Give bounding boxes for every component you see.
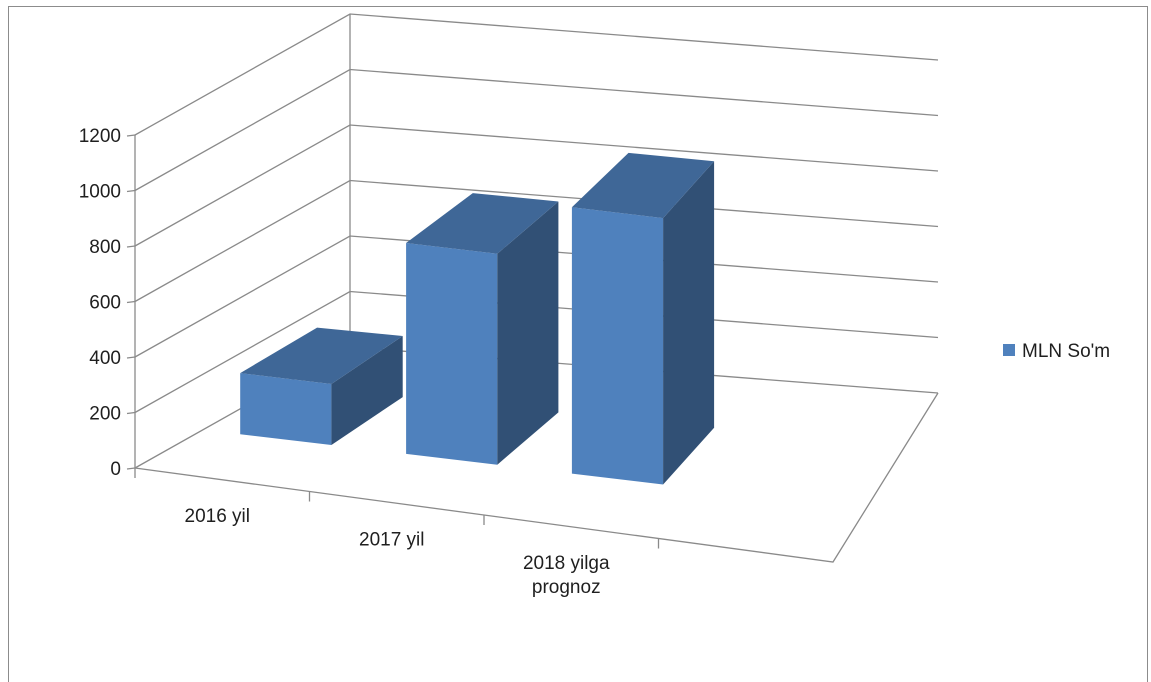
y-tick-label: 800 — [89, 237, 121, 258]
x-tick-label: 2018 yilga prognoz — [523, 553, 610, 598]
x-tick-label: 2017 yil — [359, 529, 425, 550]
y-tick-label: 600 — [89, 293, 121, 314]
bar-side-1 — [331, 336, 403, 445]
x-tick-label: 2016 yil — [185, 506, 251, 527]
bar-side-2 — [497, 201, 559, 465]
bar-top-2 — [406, 193, 559, 254]
legend-swatch — [1003, 344, 1015, 356]
bar-top-1 — [240, 327, 403, 384]
y-tick-label: 1200 — [79, 126, 121, 147]
y-tick-label: 400 — [89, 348, 121, 369]
y-tick-label: 200 — [89, 404, 121, 425]
floor-edge — [134, 392, 939, 563]
bar-top-3 — [571, 152, 715, 219]
legend-label: MLN So'm — [1022, 341, 1110, 362]
bar-front-2 — [406, 243, 498, 465]
gridline-1000 — [134, 68, 939, 192]
gridline-1200 — [134, 13, 939, 136]
y-tick-mark — [126, 300, 136, 304]
y-tick-label: 1000 — [79, 182, 121, 203]
bar-side-3 — [663, 161, 715, 485]
y-tick-label: 0 — [110, 459, 121, 480]
y-tick-mark — [126, 245, 136, 248]
y-tick-mark — [126, 467, 136, 470]
bar-front-1 — [240, 373, 332, 445]
bar-front-3 — [571, 207, 664, 485]
y-tick-mark — [126, 134, 136, 137]
y-tick-mark — [126, 356, 136, 359]
y-tick-mark — [126, 189, 136, 193]
y-tick-mark — [126, 411, 136, 415]
